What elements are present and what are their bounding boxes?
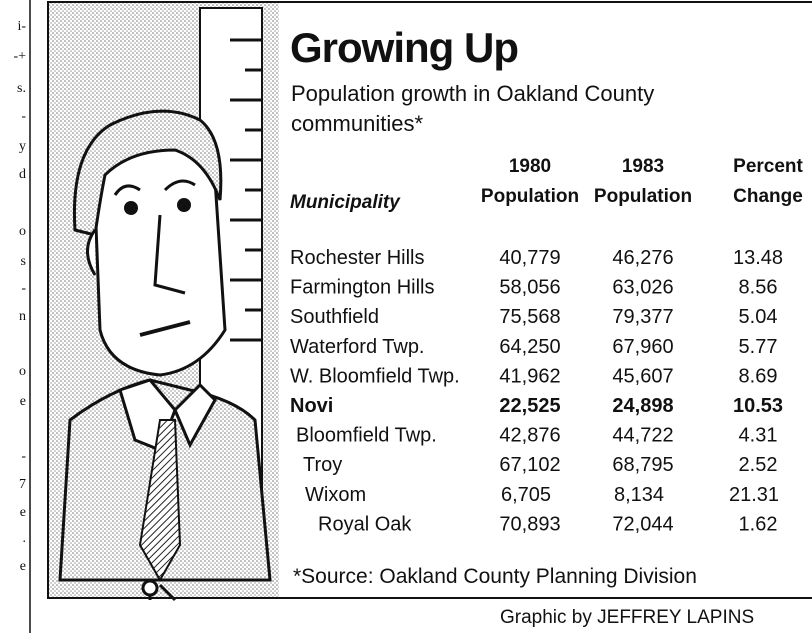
margin-text: - (21, 109, 26, 124)
row-label: Bloomfield Twp. (296, 425, 437, 447)
margin-text: - (21, 449, 26, 464)
page: Growing Up Population growth in Oakland … (0, 0, 812, 633)
cell: 5.04 (739, 306, 778, 328)
margin-text: . (23, 531, 27, 546)
cell: 40,779 (499, 247, 560, 269)
cell: 44,722 (612, 425, 673, 447)
cell: 68,795 (612, 454, 673, 476)
row-label: Southfield (290, 306, 379, 328)
cell: 58,056 (499, 277, 560, 299)
cell: 67,102 (499, 454, 560, 476)
row-label: Rochester Hills (290, 247, 424, 269)
title: Growing Up (290, 24, 518, 71)
cell: 1.62 (739, 513, 778, 535)
margin-text: d (19, 167, 26, 182)
column-header: Change (733, 186, 803, 207)
column-header: Municipality (290, 192, 401, 213)
graphic: Growing Up Population growth in Oakland … (0, 0, 812, 633)
margin-text: e (20, 505, 26, 520)
cell: 10.53 (733, 395, 783, 417)
cell: 22,525 (499, 395, 560, 417)
cell: 64,250 (499, 336, 560, 358)
margin-text: -+ (13, 49, 26, 64)
cell: 72,044 (612, 513, 673, 535)
margin-text: s (21, 254, 26, 269)
credit: Graphic by JEFFREY LAPINS (500, 607, 754, 628)
margin-text: i- (17, 19, 26, 34)
margin-text: - (21, 281, 26, 296)
cell: 21.31 (729, 484, 779, 506)
subtitle: communities* (291, 111, 423, 136)
column-header: 1980 (509, 156, 551, 177)
cell: 6,705 (501, 484, 551, 506)
row-label: Novi (290, 395, 333, 417)
row-label: Troy (303, 454, 342, 476)
row-label: Wixom (305, 484, 366, 506)
margin-text: s. (17, 81, 26, 96)
cell: 5.77 (739, 336, 778, 358)
cell: 8.56 (739, 277, 778, 299)
column-header: Percent (733, 156, 803, 177)
margin-text: 7 (19, 477, 26, 492)
cell: 63,026 (612, 277, 673, 299)
margin-text: o (19, 364, 26, 379)
row-label: W. Bloomfield Twp. (290, 365, 460, 387)
column-header: Population (594, 186, 692, 207)
row-label: Waterford Twp. (290, 336, 425, 358)
margin-text: n (19, 309, 26, 324)
cell: 79,377 (612, 306, 673, 328)
column-header: Population (481, 186, 579, 207)
cell: 2.52 (739, 454, 778, 476)
cell: 4.31 (739, 425, 778, 447)
cell: 8.69 (739, 365, 778, 387)
cell: 42,876 (499, 425, 560, 447)
cell: 46,276 (612, 247, 673, 269)
margin-text: o (19, 224, 26, 239)
cell: 67,960 (612, 336, 673, 358)
cell: 70,893 (499, 513, 560, 535)
cell: 24,898 (612, 395, 673, 417)
cell: 13.48 (733, 247, 783, 269)
row-label: Royal Oak (318, 513, 412, 535)
cell: 45,607 (612, 365, 673, 387)
cell: 8,134 (614, 484, 664, 506)
cell: 41,962 (499, 365, 560, 387)
cartoon (49, 3, 279, 600)
subtitle: Population growth in Oakland County (291, 81, 654, 106)
cell: 75,568 (499, 306, 560, 328)
footnote: *Source: Oakland County Planning Divisio… (293, 565, 697, 588)
margin-text: e (20, 394, 26, 409)
column-header: 1983 (622, 156, 664, 177)
margin-text: e (20, 559, 26, 574)
margin-text: y (19, 139, 26, 154)
row-label: Farmington Hills (290, 277, 434, 299)
